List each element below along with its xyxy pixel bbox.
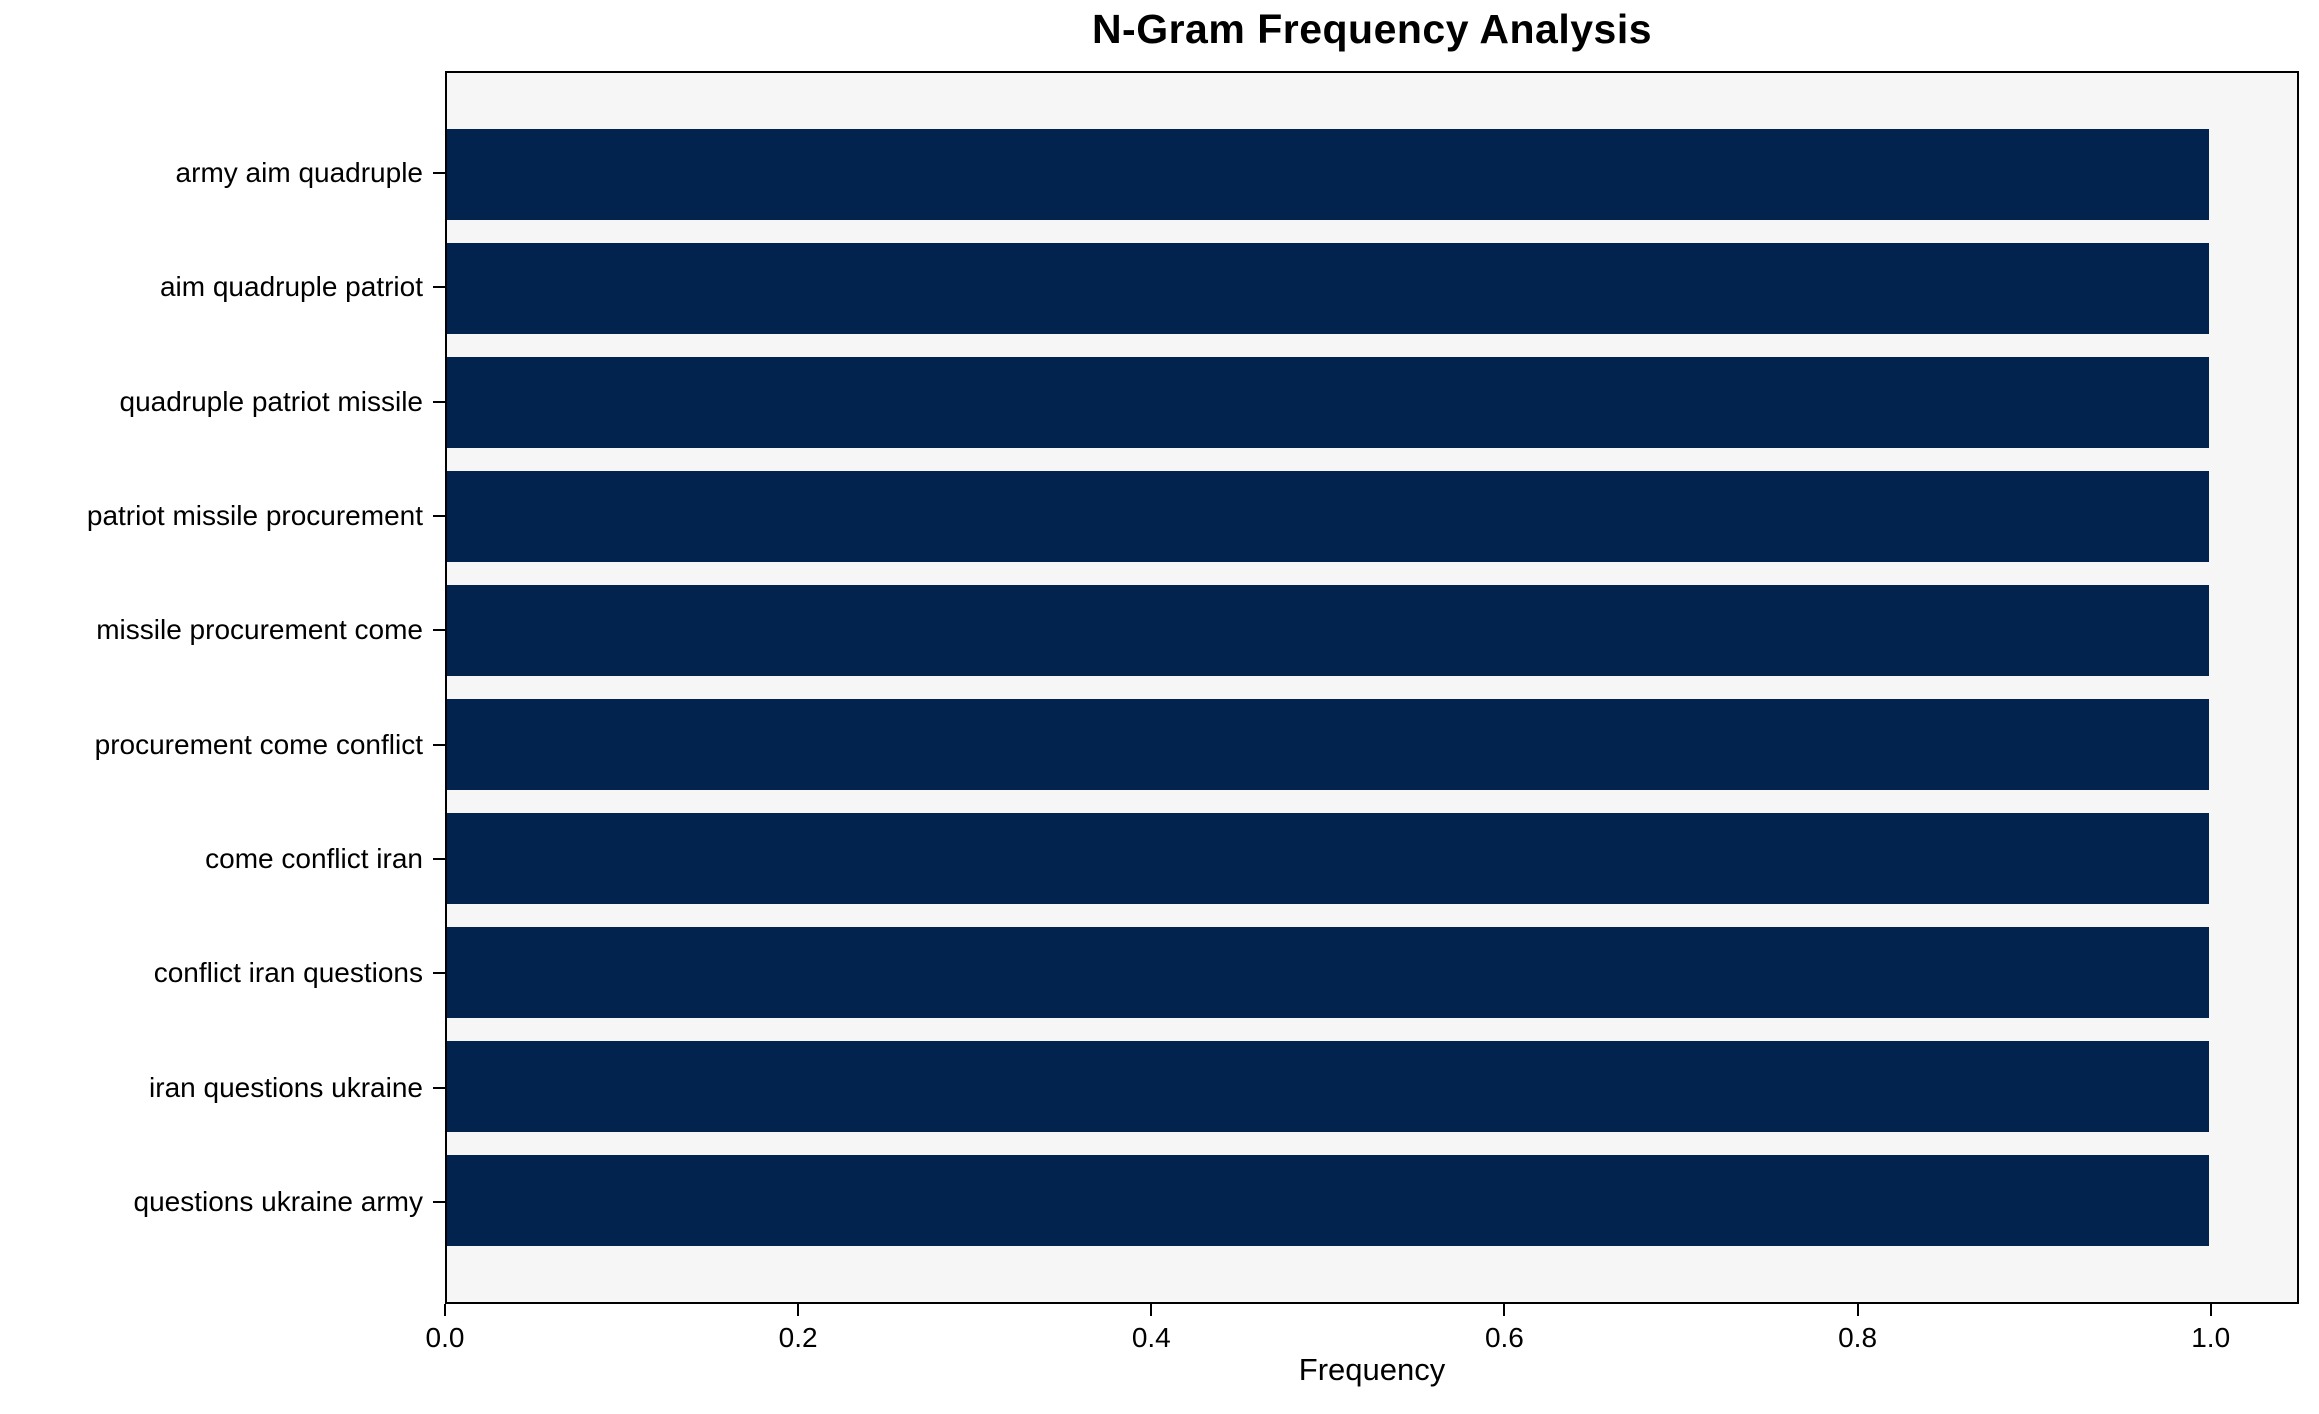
y-tick-mark: [433, 629, 445, 632]
x-tick-mark: [2209, 1304, 2212, 1316]
y-tick-mark: [433, 171, 445, 174]
x-tick-mark: [444, 1304, 446, 1316]
x-axis-label: Frequency: [1298, 1352, 1446, 1387]
bar: [447, 356, 2209, 449]
y-tick-mark: [433, 858, 445, 861]
y-tick-label: iran questions ukraine: [149, 1071, 423, 1103]
y-tick-label: patriot missile procurement: [86, 499, 423, 531]
y-tick-mark: [433, 1201, 445, 1204]
x-tick-label: 0.6: [1484, 1322, 1524, 1353]
x-tick-label: 0.8: [1838, 1322, 1878, 1353]
y-tick-mark: [433, 286, 445, 289]
bar: [447, 926, 2209, 1019]
x-tick-mark: [1856, 1304, 1859, 1316]
y-tick-mark: [433, 1086, 445, 1089]
bar: [447, 812, 2209, 905]
y-tick-mark: [433, 400, 445, 403]
bar: [447, 1040, 2209, 1133]
x-tick-label: 1.0: [2191, 1322, 2231, 1353]
y-tick-label: aim quadruple patriot: [159, 271, 423, 303]
x-tick-label: 0.4: [1131, 1322, 1171, 1353]
y-tick-label: conflict iran questions: [153, 957, 423, 989]
bar: [447, 1154, 2209, 1247]
x-tick-mark: [1150, 1304, 1153, 1316]
x-tick-mark: [1503, 1304, 1506, 1316]
x-tick-label: 0.0: [425, 1322, 465, 1353]
plot-area: [445, 71, 2299, 1304]
y-tick-label: missile procurement come: [96, 614, 423, 646]
y-tick-label: come conflict iran: [205, 843, 423, 875]
y-tick-label: army aim quadruple: [175, 156, 423, 188]
x-tick-mark: [797, 1304, 800, 1316]
y-tick-label: quadruple patriot missile: [119, 385, 424, 417]
y-tick-mark: [433, 743, 445, 746]
chart-title: N-Gram Frequency Analysis: [1091, 6, 1653, 52]
y-tick-mark: [433, 514, 445, 517]
y-tick-label: questions ukraine army: [133, 1186, 423, 1218]
y-tick-label: procurement come conflict: [94, 728, 423, 760]
y-tick-mark: [433, 972, 445, 975]
bar: [447, 698, 2209, 791]
x-tick-label: 0.2: [778, 1322, 818, 1353]
bar: [447, 584, 2209, 677]
bar: [447, 242, 2209, 335]
bar: [447, 470, 2209, 563]
bar: [447, 128, 2209, 221]
